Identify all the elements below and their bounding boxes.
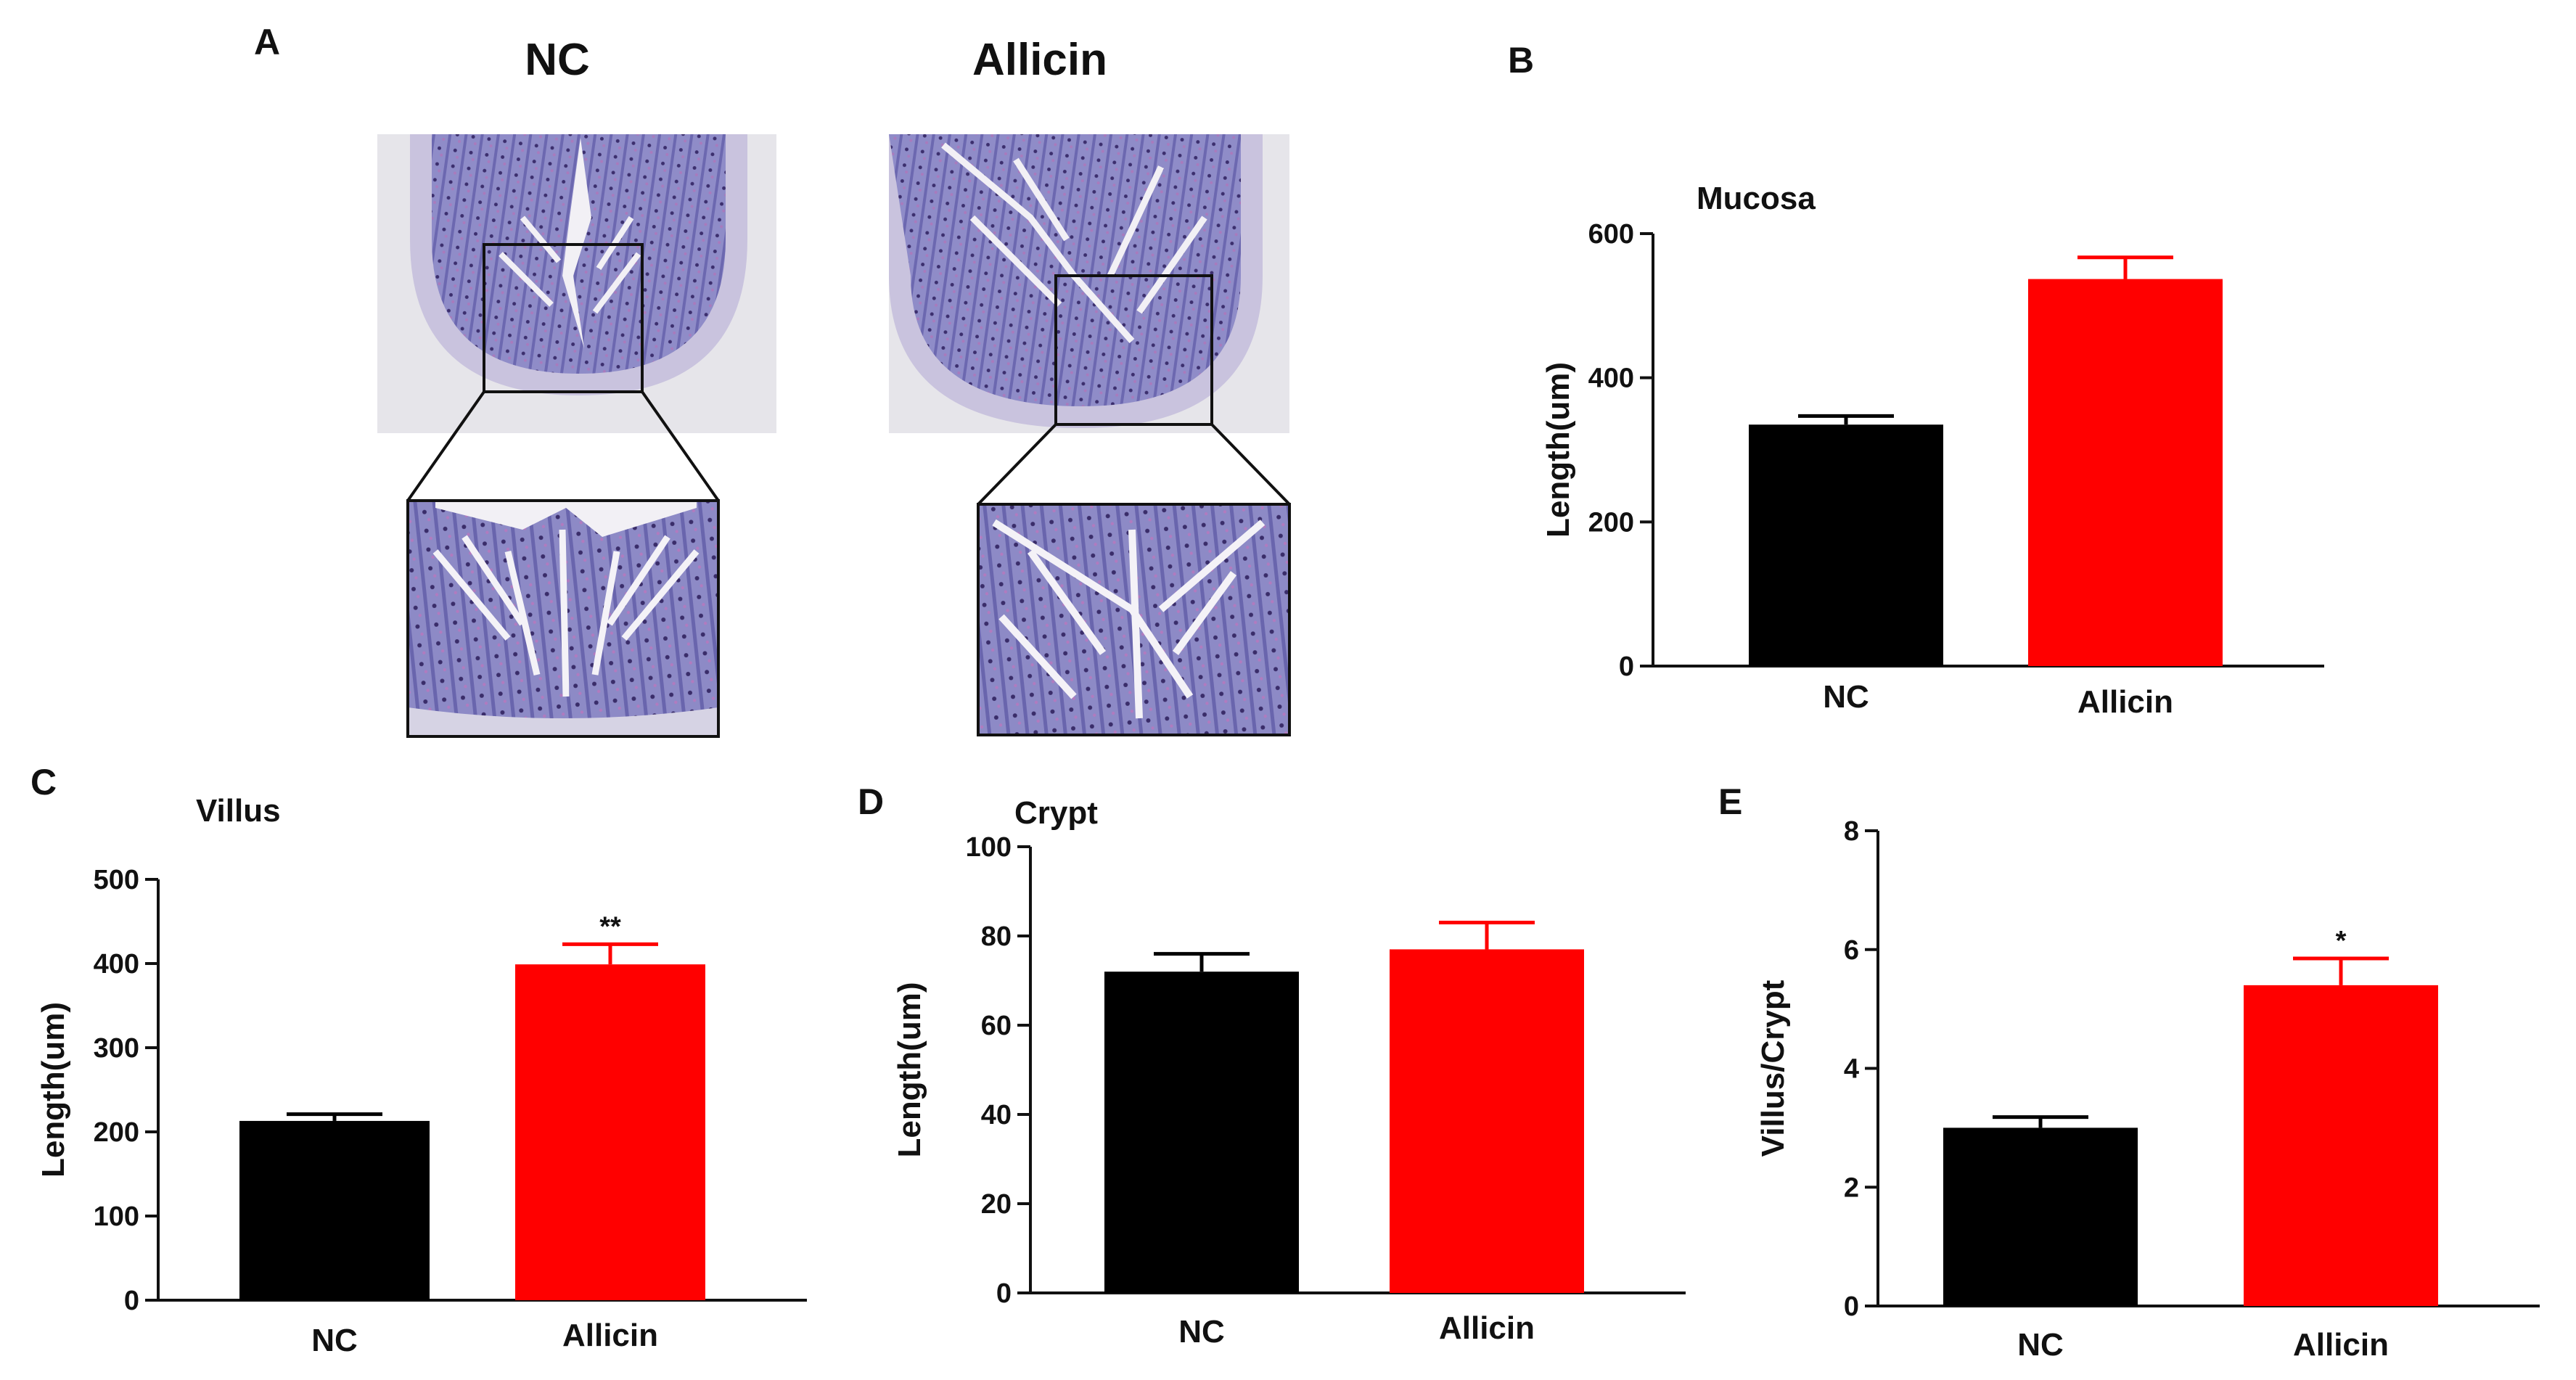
panel-label-a: A — [254, 22, 280, 62]
y-tick-label: 500 — [94, 865, 139, 895]
panel-label-d: D — [858, 781, 884, 822]
bar-allicin — [1390, 949, 1584, 1293]
x-category-label: Allicin — [2293, 1327, 2389, 1363]
y-tick-label: 40 — [981, 1100, 1012, 1130]
histology-title-allicin: Allicin — [972, 35, 1107, 85]
y-axis-label: Length(um) — [892, 982, 927, 1158]
panel-label-e: E — [1718, 781, 1742, 822]
significance-marker: ** — [599, 911, 621, 942]
chart-title: Crypt — [1014, 795, 1098, 831]
y-tick-label: 0 — [996, 1278, 1012, 1309]
y-axis-label: Length(um) — [36, 1002, 71, 1178]
chart-mucosa: Mucosa Length(um) 0 200 400 600 NC Allicin — [1541, 181, 2324, 720]
allicin-zoom-image — [977, 503, 1291, 736]
bar-allicin — [515, 964, 705, 1300]
y-tick-label: 60 — [981, 1011, 1012, 1041]
histology-title-nc: NC — [525, 35, 590, 85]
y-tick-label: 400 — [94, 949, 139, 979]
significance-marker: * — [2336, 926, 2347, 956]
y-tick-label: 100 — [966, 832, 1012, 863]
bar-allicin — [2028, 279, 2223, 667]
y-tick-label: 400 — [1588, 364, 1634, 394]
allicin-overview-image — [889, 134, 1289, 433]
y-tick-label: 6 — [1844, 935, 1859, 966]
x-category-label: NC — [1178, 1314, 1225, 1350]
nc-overview-image — [377, 134, 776, 433]
y-tick-label: 8 — [1844, 816, 1859, 847]
bar-nc — [1104, 972, 1299, 1293]
y-tick-label: 600 — [1588, 219, 1634, 250]
x-category-label: NC — [311, 1323, 358, 1358]
chart-villus: Villus Length(um) 0 100 200 300 400 500 NC ** Alli… — [36, 793, 807, 1358]
bar-nc — [1749, 424, 1943, 666]
bar-nc — [239, 1120, 430, 1300]
panel-a: A NC Allicin — [254, 22, 1291, 738]
y-tick-label: 0 — [124, 1286, 139, 1316]
y-tick-label: 20 — [981, 1189, 1012, 1220]
y-axis-label: Length(um) — [1541, 362, 1576, 538]
bar-allicin — [2244, 985, 2438, 1306]
y-tick-label: 80 — [981, 921, 1012, 952]
y-tick-label: 200 — [94, 1117, 139, 1148]
chart-crypt: Crypt Length(um) 0 20 40 60 80 100 NC Allicin — [892, 795, 1686, 1350]
y-tick-label: 300 — [94, 1033, 139, 1064]
chart-title: Villus — [196, 793, 281, 829]
y-tick-label: 100 — [94, 1202, 139, 1232]
x-category-label: NC — [1823, 679, 1869, 715]
x-category-label: Allicin — [1439, 1310, 1535, 1346]
y-tick-label: 0 — [1844, 1291, 1859, 1322]
chart-villus-crypt-ratio: Villus/Crypt 0 2 4 6 8 NC * Allicin — [1755, 816, 2540, 1363]
nc-zoom-image — [406, 499, 720, 738]
chart-title: Mucosa — [1697, 181, 1816, 216]
x-category-label: Allicin — [562, 1318, 658, 1353]
panel-label-b: B — [1508, 40, 1534, 81]
panel-label-c: C — [30, 762, 57, 802]
x-category-label: Allicin — [2077, 684, 2173, 720]
y-tick-label: 200 — [1588, 507, 1634, 538]
y-axis-label: Villus/Crypt — [1755, 979, 1791, 1157]
y-tick-label: 4 — [1844, 1054, 1859, 1085]
bar-nc — [1943, 1128, 2138, 1306]
y-tick-label: 2 — [1844, 1172, 1859, 1203]
x-category-label: NC — [2017, 1327, 2064, 1363]
y-tick-label: 0 — [1619, 652, 1634, 682]
